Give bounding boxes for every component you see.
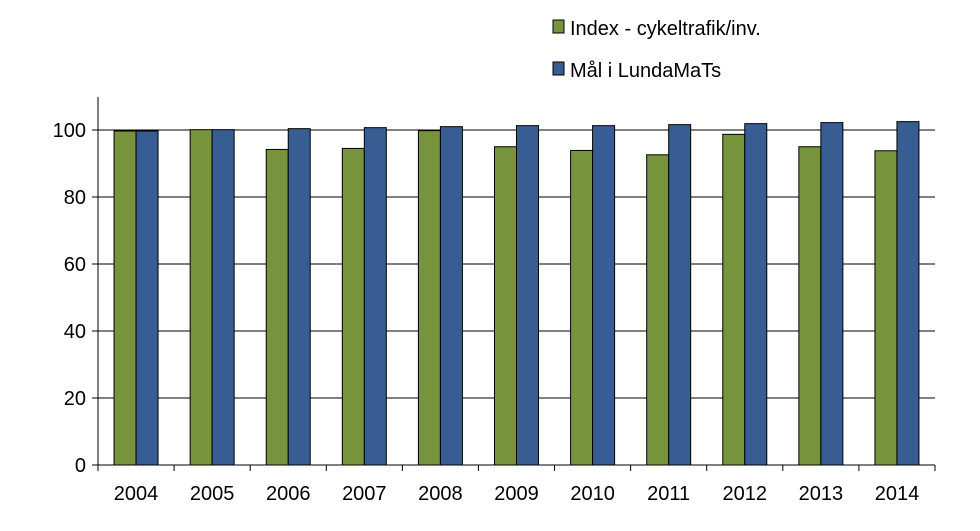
legend-label-mal: Mål i LundaMaTs: [570, 60, 721, 82]
bar-index-2005: [189, 129, 213, 466]
bar-index-2011: [646, 154, 670, 466]
bar-mal-2006: [287, 128, 311, 466]
bars: [113, 121, 920, 466]
bar-index-2004: [113, 130, 137, 466]
bar-index-2007: [341, 147, 365, 466]
bar-mal-2014: [896, 121, 920, 466]
x-tick-label-2010: 2010: [570, 483, 615, 505]
bar-index-2014: [874, 150, 898, 466]
bar-index-2012: [722, 133, 746, 466]
legend-swatch-mal: [552, 61, 565, 76]
legend: Index - cykeltrafik/inv. Mål i LundaMaTs: [552, 18, 761, 82]
x-tick-label-2004: 2004: [114, 483, 159, 505]
x-tick-label-2014: 2014: [875, 483, 920, 505]
bar-index-2013: [798, 146, 822, 466]
x-tick-label-2005: 2005: [190, 483, 235, 505]
y-tick-label-100: 100: [53, 120, 86, 142]
axes: [92, 97, 936, 471]
bar-mal-2005: [211, 129, 235, 466]
bar-mal-2004: [135, 130, 159, 466]
bar-mal-2011: [668, 124, 692, 466]
legend-label-index: Index - cykeltrafik/inv.: [570, 18, 761, 40]
bar-mal-2013: [820, 122, 844, 466]
x-tick-label-2011: 2011: [647, 483, 690, 505]
bar-mal-2009: [516, 125, 539, 466]
x-tick-label-2013: 2013: [799, 483, 844, 505]
bar-mal-2010: [592, 125, 616, 466]
y-tick-label-60: 60: [64, 254, 86, 276]
bar-index-2009: [494, 146, 517, 466]
x-tick-label-2008: 2008: [418, 483, 463, 505]
y-tick-labels: 0 20 40 60 80 100: [53, 120, 86, 477]
bar-index-2008: [417, 130, 441, 466]
y-tick-label-20: 20: [64, 388, 86, 410]
x-tick-labels: 2004 2005 2006 2007 2008 2009 2010 2011 2012 2013…: [114, 483, 919, 505]
y-tick-label-80: 80: [64, 187, 86, 209]
bar-index-2010: [570, 149, 594, 466]
bar-index-2006: [265, 148, 289, 466]
legend-swatch-index: [552, 19, 565, 34]
x-tick-label-2007: 2007: [342, 483, 387, 505]
bar-mal-2007: [363, 127, 387, 466]
bar-mal-2008: [439, 126, 463, 466]
x-tick-label-2006: 2006: [266, 483, 311, 505]
x-tick-label-2009: 2009: [494, 483, 539, 505]
y-tick-label-0: 0: [75, 455, 86, 477]
bar-mal-2012: [744, 123, 768, 466]
y-tick-label-40: 40: [64, 321, 86, 343]
x-tick-label-2012: 2012: [723, 483, 768, 505]
